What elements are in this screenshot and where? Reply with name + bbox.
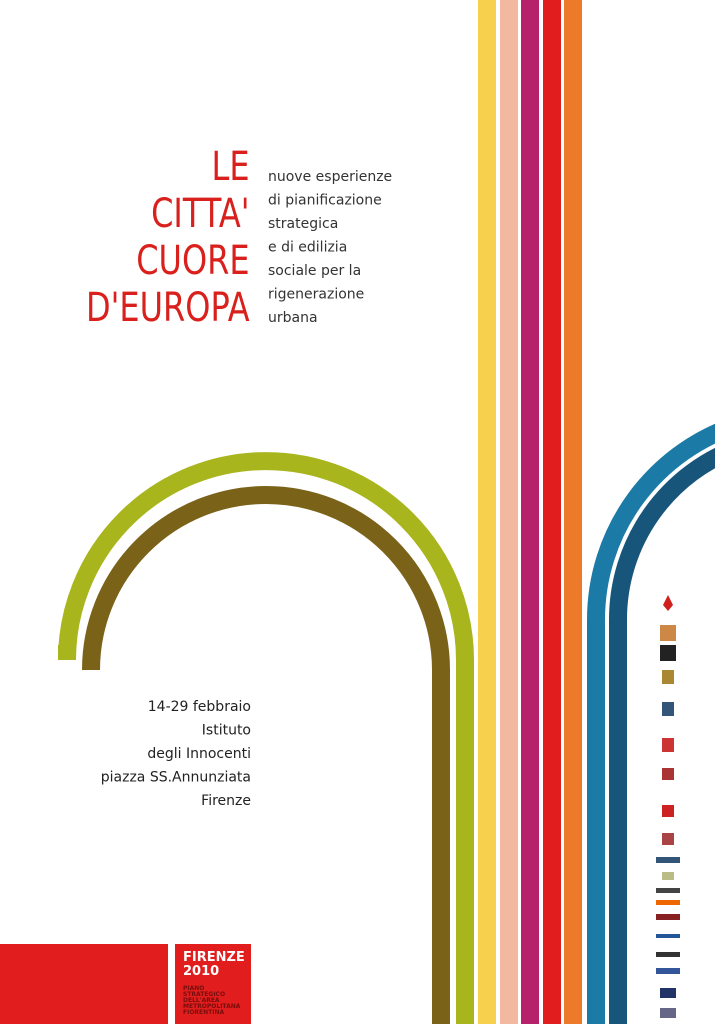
stripe (478, 0, 496, 1024)
stripe (543, 0, 561, 1024)
subtitle-line: urbana (268, 310, 318, 326)
badge-subtitle: DELL'AREA (183, 997, 220, 1004)
subtitle-line: nuove esperienze (268, 169, 392, 185)
title-line: CITTA' (151, 189, 250, 236)
badge-title: FIRENZE (183, 950, 245, 965)
arch-dark-blue (608, 447, 715, 1024)
arch-blue (586, 423, 715, 1024)
event-line: Firenze (201, 793, 251, 809)
stripe (521, 0, 539, 1024)
stripe (500, 0, 518, 1024)
title-line: D'EUROPA (86, 283, 250, 330)
title-line: CUORE (136, 236, 249, 283)
arch-green (58, 452, 474, 1024)
event-line: degli Innocenti (147, 746, 251, 762)
badge-title: 2010 (183, 964, 219, 979)
event-line: 14-29 febbraio (148, 699, 251, 715)
arch-brown (82, 486, 450, 1024)
subtitle-line: sociale per la (268, 263, 361, 279)
sponsor-logos (656, 595, 680, 1018)
event-line: Istituto (202, 723, 251, 739)
red-block (0, 944, 168, 1024)
subtitle-line: strategica (268, 216, 338, 232)
badge-subtitle: PIANO (183, 985, 204, 992)
event-line: piazza SS.Annunziata (101, 770, 251, 786)
subtitle-line: di pianificazione (268, 193, 382, 209)
subtitle-line: rigenerazione (268, 287, 364, 303)
subtitle-line: e di edilizia (268, 240, 347, 256)
badge-subtitle: METROPOLITANA (183, 1003, 241, 1010)
title-line: LE (212, 142, 250, 189)
badge-subtitle: FIORENTINA (183, 1009, 225, 1016)
badge (175, 944, 251, 1024)
stripe (564, 0, 582, 1024)
badge-subtitle: STRATEGICO (183, 991, 225, 998)
